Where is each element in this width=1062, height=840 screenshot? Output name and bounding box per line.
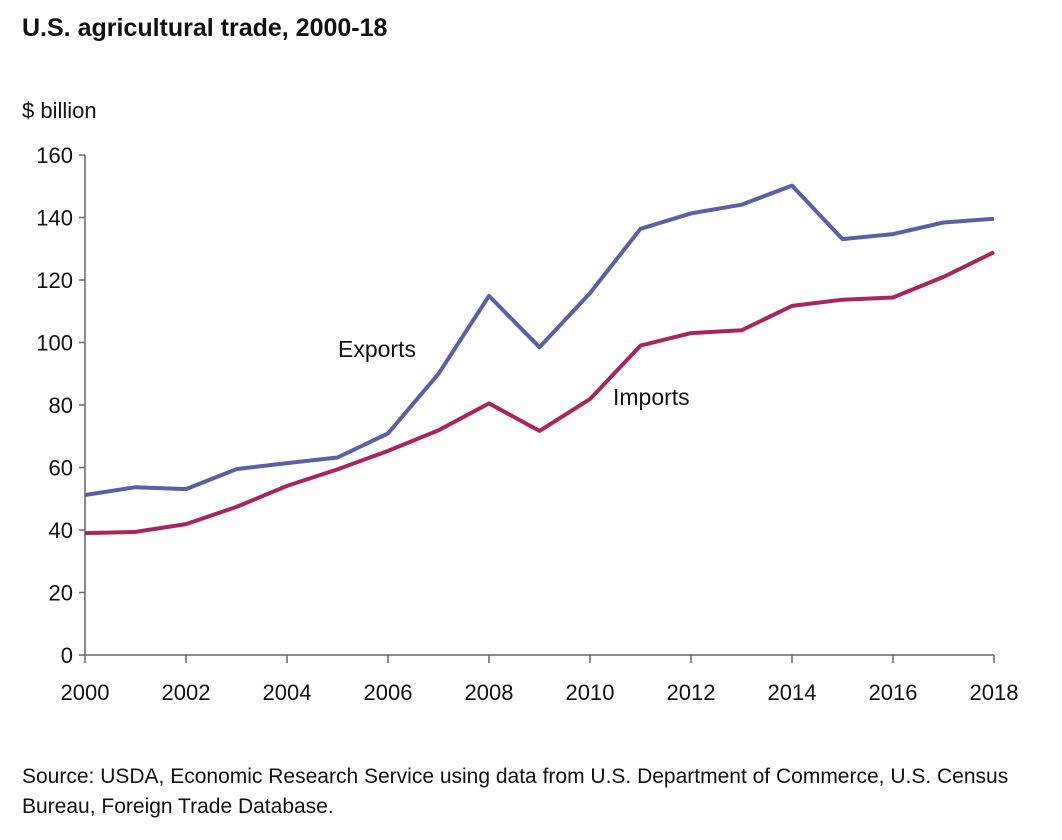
x-ticks: 2000 2002 2004 2006 2008 2010 2012 2014 2016 2018 — [61, 655, 1019, 705]
chart-title: U.S. agricultural trade, 2000-18 — [22, 14, 388, 42]
y-axis-label: $ billion — [22, 98, 97, 123]
x-tick-label: 2016 — [869, 680, 918, 705]
y-tick-label: 60 — [49, 456, 73, 481]
series-label-exports: Exports — [338, 336, 416, 362]
y-tick-label: 140 — [36, 206, 73, 231]
line-chart: $ billion 0 20 40 60 80 100 120 140 160 2000 2002… — [22, 98, 1019, 705]
x-tick-label: 2004 — [263, 680, 312, 705]
series-line-imports — [84, 250, 995, 536]
y-ticks: 0 20 40 60 80 100 120 140 160 — [36, 143, 85, 668]
y-tick-label: 80 — [49, 393, 73, 418]
y-tick-label: 120 — [36, 268, 73, 293]
source-note: Source: USDA, Economic Research Service … — [22, 765, 1009, 818]
y-tick-label: 0 — [61, 643, 73, 668]
series-label-imports: Imports — [613, 384, 690, 410]
y-tick-label: 100 — [36, 331, 73, 356]
x-tick-label: 2006 — [364, 680, 413, 705]
series-lines — [84, 183, 995, 536]
x-tick-label: 2000 — [61, 680, 110, 705]
axes — [84, 155, 994, 656]
y-tick-label: 20 — [49, 581, 73, 606]
series-line-exports — [84, 183, 995, 497]
y-tick-label: 40 — [49, 518, 73, 543]
x-tick-label: 2018 — [970, 680, 1019, 705]
y-tick-label: 160 — [36, 143, 73, 168]
x-tick-label: 2014 — [768, 680, 817, 705]
x-tick-label: 2012 — [667, 680, 716, 705]
x-tick-label: 2002 — [162, 680, 211, 705]
x-tick-label: 2008 — [465, 680, 514, 705]
x-tick-label: 2010 — [566, 680, 615, 705]
